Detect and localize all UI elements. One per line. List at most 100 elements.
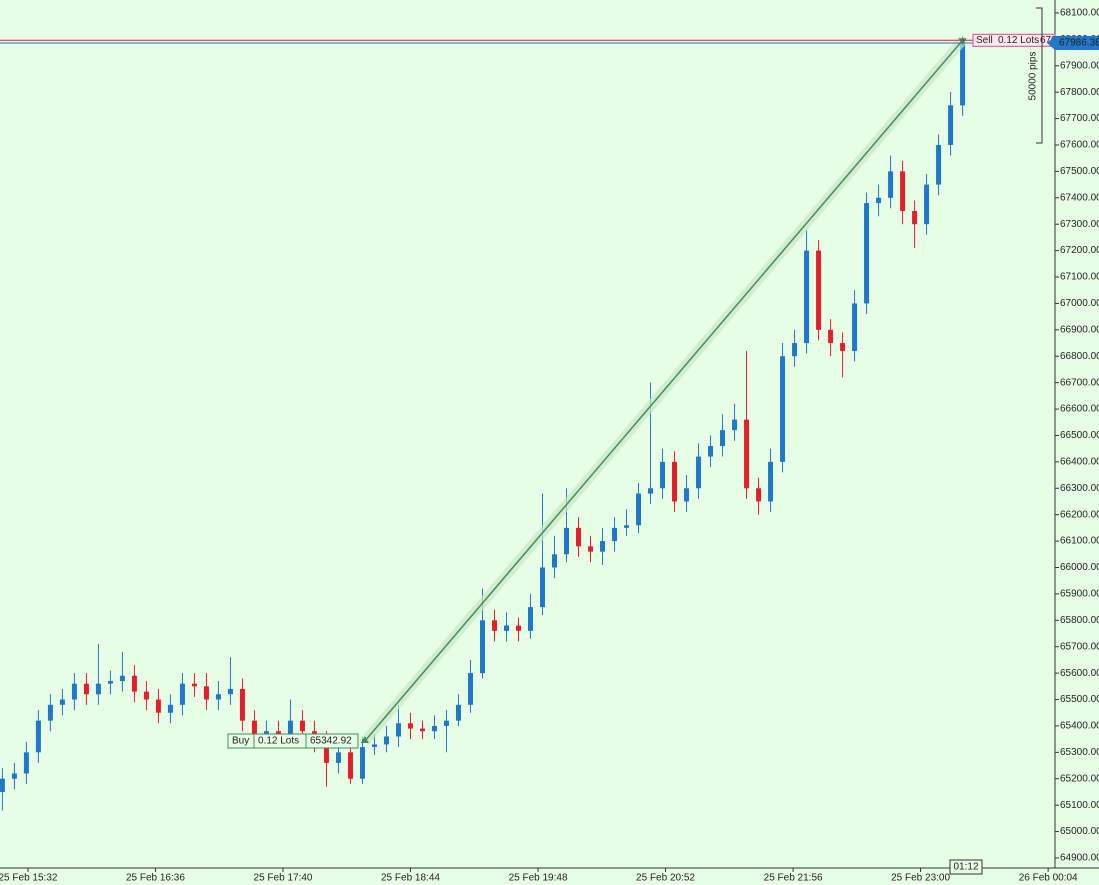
y-tick-label: 65900.00	[1060, 589, 1099, 600]
y-tick-label: 67900.00	[1060, 60, 1099, 71]
y-tick-label: 66800.00	[1060, 351, 1099, 362]
y-tick-label: 66000.00	[1060, 562, 1099, 573]
candle-body	[119, 675, 125, 682]
y-tick-label: 67300.00	[1060, 219, 1099, 230]
x-tick-label: 25 Feb 19:48	[509, 873, 568, 884]
candle-body	[203, 686, 209, 700]
y-tick-label: 65300.00	[1060, 747, 1099, 758]
current-price-tag	[1047, 35, 1099, 50]
candle-body	[71, 683, 77, 700]
ruler-label: 50000 pips	[1028, 52, 1039, 101]
candle-body	[407, 723, 413, 729]
candle-body	[107, 681, 113, 684]
candle-body	[83, 683, 89, 695]
candle-body	[443, 720, 449, 726]
candle-body	[588, 546, 594, 552]
y-tick-label: 65700.00	[1060, 641, 1099, 652]
y-tick-label: 65800.00	[1060, 615, 1099, 626]
y-tick-label: 67200.00	[1060, 245, 1099, 256]
timer-box	[949, 859, 983, 875]
x-tick-label: 25 Feb 16:36	[126, 873, 185, 884]
candle-body	[672, 461, 678, 502]
y-tick-label: 66700.00	[1060, 377, 1099, 388]
candle-body	[287, 720, 293, 737]
x-tick-label: 25 Feb 17:40	[254, 873, 313, 884]
candle-body	[59, 699, 65, 705]
candle-body	[383, 736, 389, 745]
candle-body	[852, 303, 858, 351]
candle-body	[576, 527, 582, 547]
candle-body	[900, 171, 906, 211]
x-tick-label: 25 Feb 20:52	[636, 873, 695, 884]
candle-body	[479, 620, 485, 674]
candle-body	[696, 456, 702, 489]
buy-label-box	[227, 733, 359, 749]
y-tick-label: 67800.00	[1060, 87, 1099, 98]
y-tick-label: 66600.00	[1060, 404, 1099, 415]
candle-body	[299, 720, 305, 732]
timer: 01:12	[953, 862, 978, 873]
candle-body	[744, 419, 750, 489]
buy-price: 65342.92	[310, 736, 352, 747]
candle-body	[455, 704, 461, 721]
y-tick-label: 66100.00	[1060, 536, 1099, 547]
candle-body	[263, 731, 269, 734]
trade-line	[364, 39, 964, 742]
candle-body	[540, 567, 546, 608]
candle-body	[768, 461, 774, 502]
x-tick-label: 26 Feb 00:04	[1019, 873, 1078, 884]
candle-body	[864, 203, 870, 304]
y-tick-label: 67600.00	[1060, 140, 1099, 151]
candle-body	[720, 430, 726, 447]
candle-body	[155, 699, 161, 713]
y-tick-label: 64900.00	[1060, 853, 1099, 864]
y-tick-label: 66500.00	[1060, 430, 1099, 441]
x-tick-label: 25 Feb 23:00	[891, 873, 950, 884]
current-price-label: 67986.38	[1059, 38, 1099, 49]
candle-body	[612, 527, 618, 542]
candle-body	[636, 493, 642, 526]
candle-body	[347, 752, 353, 779]
y-tick-label: 65100.00	[1060, 800, 1099, 811]
candle-body	[143, 691, 149, 700]
candle-body	[804, 250, 810, 344]
candle-body	[131, 675, 137, 692]
x-tick-label: 25 Feb 15:32	[0, 873, 58, 884]
candle-body	[431, 725, 437, 732]
candle-body	[167, 704, 173, 713]
candle-body	[323, 741, 329, 763]
ruler-bracket	[1036, 7, 1043, 144]
y-tick-label: 66400.00	[1060, 457, 1099, 468]
y-tick-label: 65400.00	[1060, 721, 1099, 732]
y-tick-label: 66200.00	[1060, 509, 1099, 520]
y-tick-label: 65200.00	[1060, 773, 1099, 784]
candle-body	[948, 105, 954, 145]
candle-body	[756, 488, 762, 502]
candle-body	[528, 607, 534, 631]
candle-body	[600, 541, 606, 552]
candle-body	[960, 42, 966, 106]
candle-body	[0, 778, 5, 792]
candle-body	[215, 694, 221, 700]
candle-body	[23, 752, 29, 774]
candle-body	[888, 171, 894, 198]
candle-body	[936, 144, 942, 185]
candle-body	[648, 488, 654, 494]
candle-body	[47, 704, 53, 721]
candle-body	[816, 250, 822, 330]
candle-body	[732, 419, 738, 431]
buy-label: Buy 0.12 Lots 65342.92	[227, 733, 359, 749]
trade-entry-marker	[360, 736, 369, 744]
candle-body	[780, 356, 786, 462]
candle-body	[876, 197, 882, 204]
candle-body	[467, 673, 473, 705]
candle-body	[552, 554, 558, 568]
y-tick-label: 67000.00	[1060, 298, 1099, 309]
candle-body	[371, 744, 377, 748]
buy-side: Buy	[232, 736, 249, 747]
candle-body	[11, 773, 17, 779]
candle-body	[515, 625, 521, 631]
